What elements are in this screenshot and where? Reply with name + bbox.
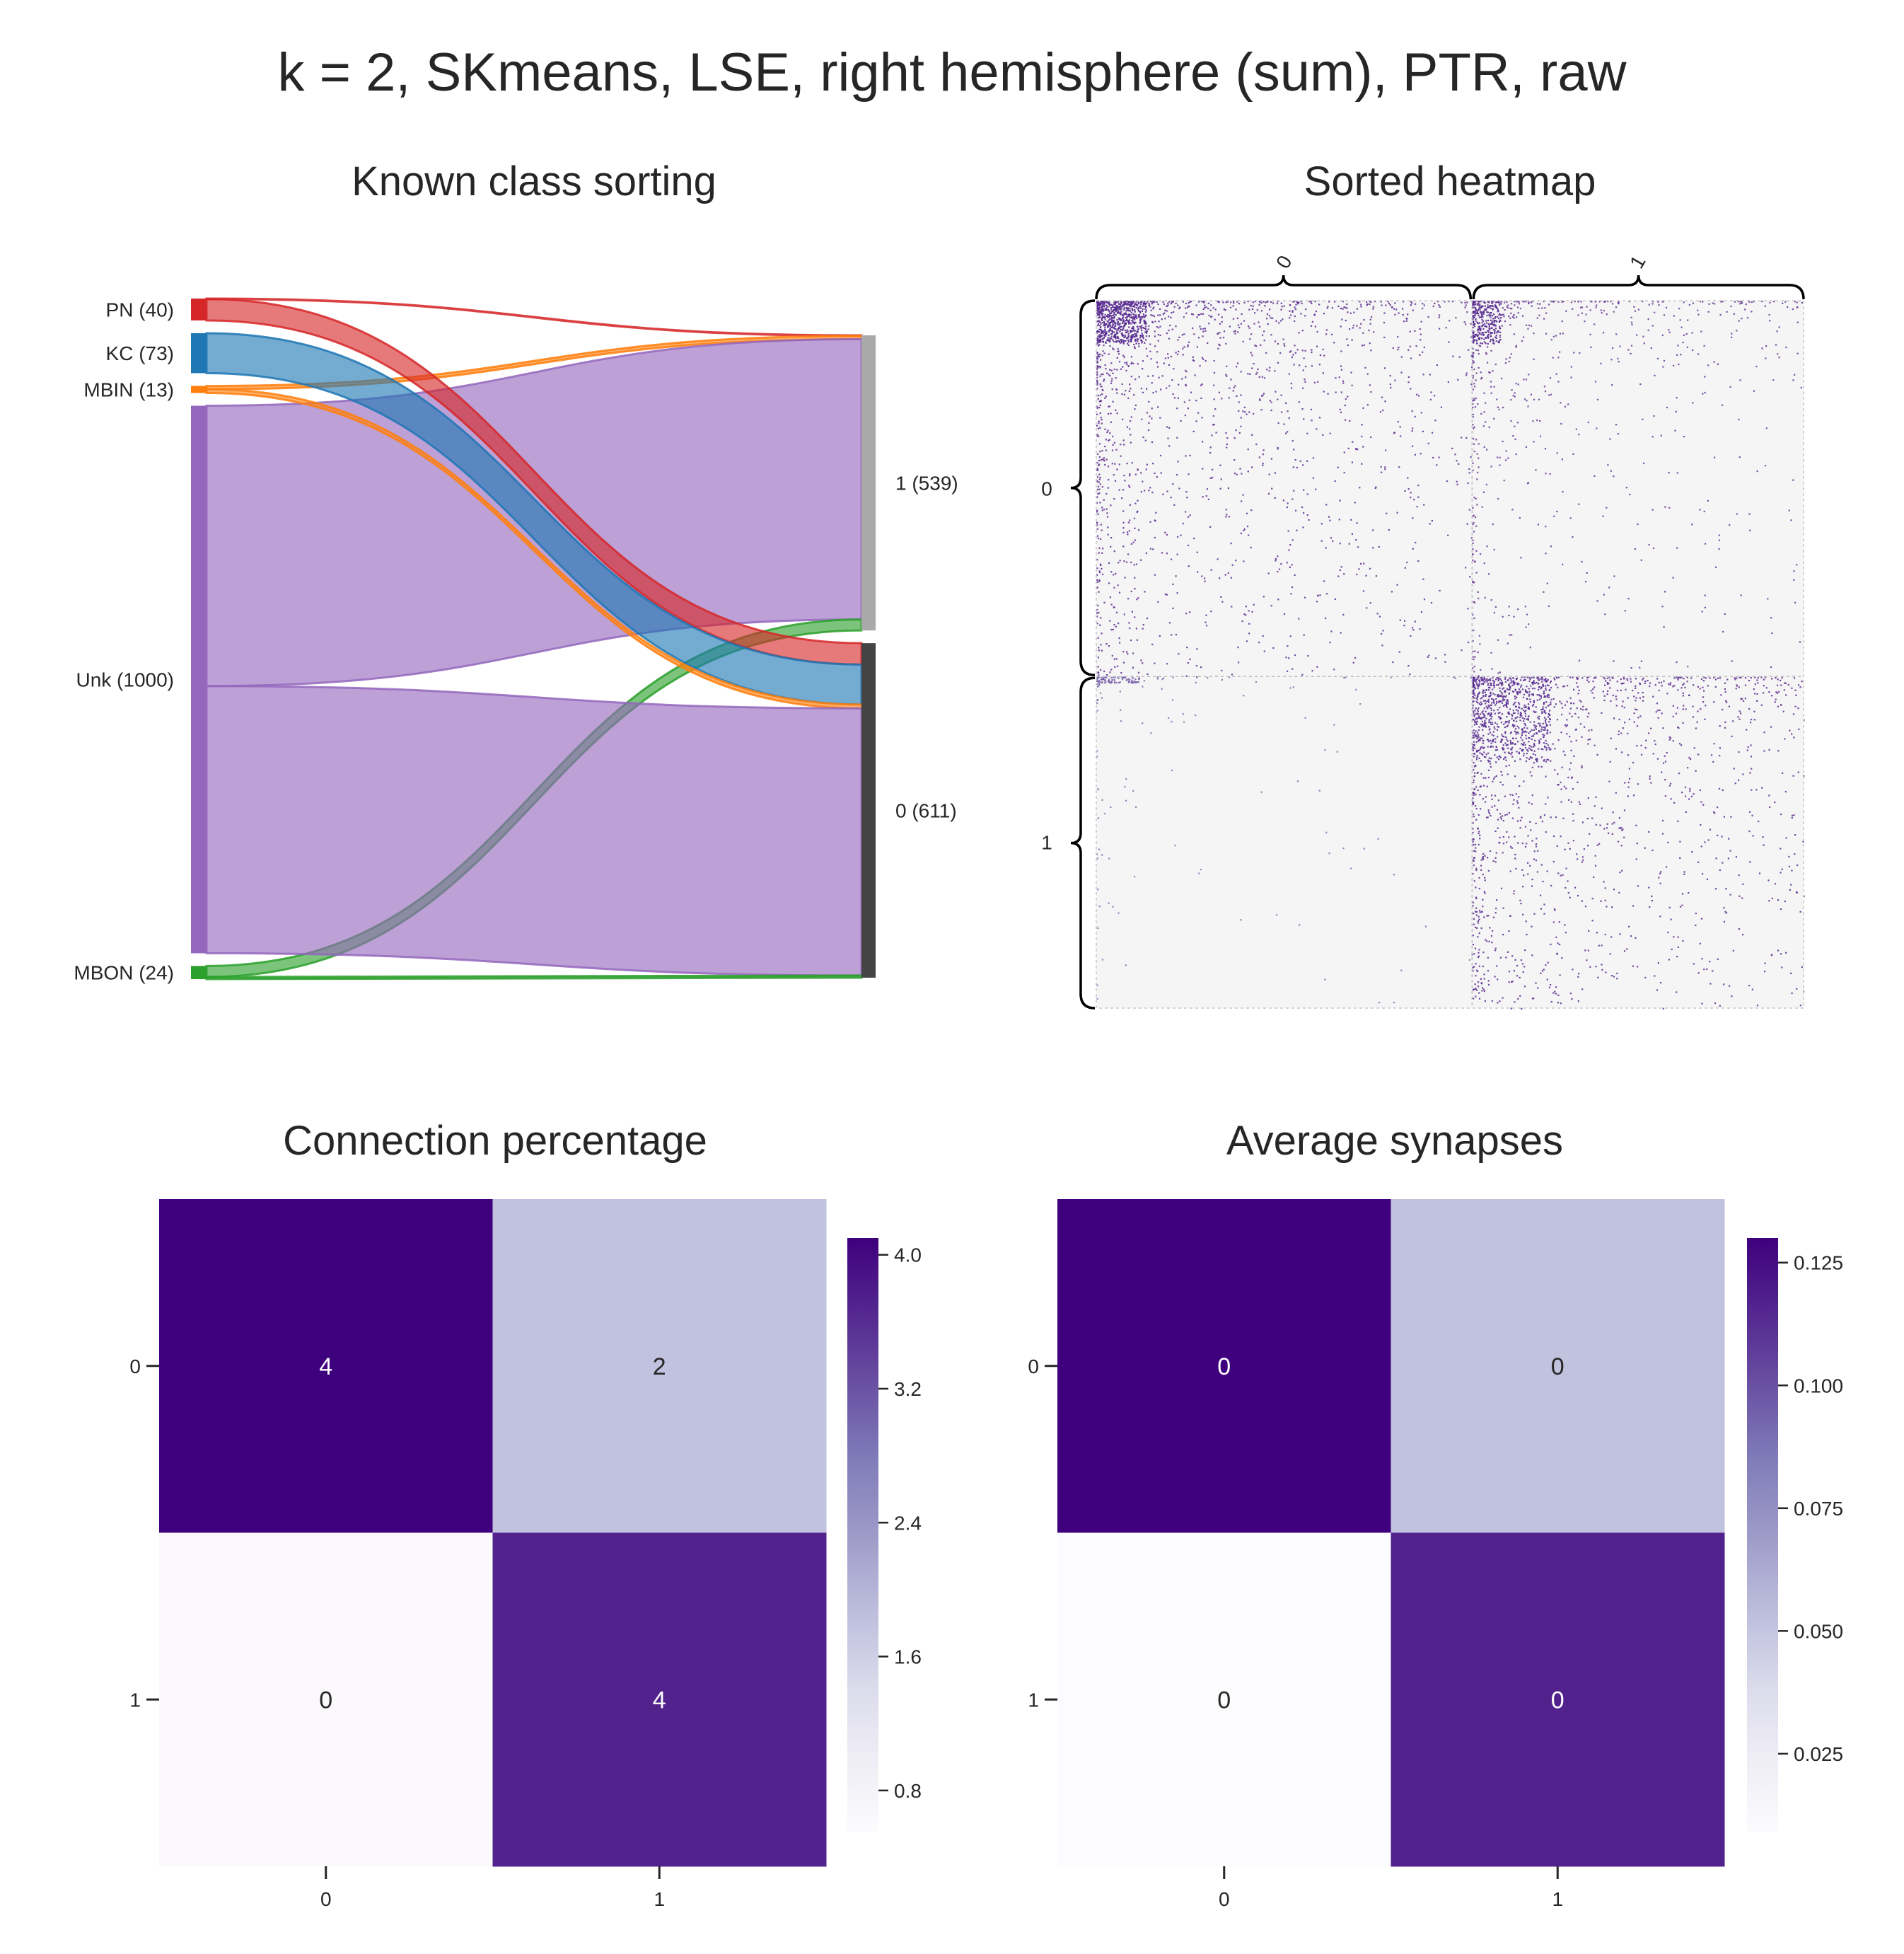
col-brace-0: [1095, 274, 1473, 300]
syn-colorbar: [1747, 1238, 1778, 1832]
conn-annotation-1-1: 4: [653, 1687, 666, 1713]
syn-xticklabel-0: 0: [1219, 1888, 1230, 1910]
syn-colorbar-ticklabel-3: 0.100: [1794, 1375, 1843, 1397]
heatmap-title: Sorted heatmap: [1304, 158, 1596, 204]
conn-annotation-0-0: 4: [319, 1353, 332, 1380]
conn-xticklabel-0: 0: [320, 1888, 332, 1910]
syn-colorbar-ticklabel-1: 0.050: [1794, 1620, 1843, 1642]
target-label-0: 0 (611): [895, 800, 957, 822]
adjacency-entries: [1096, 301, 1805, 1010]
average-synapses-heatmap: 0 0 0 0 0 0 1 1 0.025 0.050 0.075 0.100 0.125: [1028, 1199, 1843, 1910]
source-node-mbin: [191, 386, 207, 393]
source-node-unk: [191, 405, 207, 954]
row-group-label-1: 1: [1041, 832, 1052, 854]
col-brace-1: [1472, 274, 1805, 300]
sankey-title: Known class sorting: [352, 158, 716, 204]
syn-annotation-0-1: 0: [1551, 1353, 1565, 1380]
syn-annotation-1-1: 0: [1551, 1687, 1565, 1713]
source-label-kc: KC (73): [106, 342, 174, 364]
syn-colorbar-ticklabel-4: 0.125: [1794, 1252, 1843, 1274]
source-label-mbon: MBON (24): [74, 962, 174, 984]
sorted-heatmap: 0 1 0 1: [1041, 252, 1805, 1010]
conn-title: Connection percentage: [283, 1118, 707, 1164]
conn-colorbar-ticklabel-4: 4.0: [894, 1244, 922, 1266]
row-brace-0: [1070, 299, 1096, 677]
conn-xticklabel-1: 1: [654, 1888, 665, 1910]
source-node-kc: [191, 333, 207, 374]
syn-yticklabel-0: 0: [1028, 1355, 1039, 1377]
conn-cell-1-0: [159, 1532, 493, 1867]
conn-colorbar-ticklabel-2: 2.4: [894, 1512, 922, 1534]
syn-colorbar-ticklabel-2: 0.075: [1794, 1498, 1843, 1520]
sankey-chart: PN (40) KC (73) MBIN (13) Unk (1000) MBON (2…: [74, 297, 958, 984]
source-node-pn: [191, 299, 207, 320]
conn-colorbar-ticklabel-1: 1.6: [894, 1646, 922, 1668]
adjacency-frame: [1096, 300, 1804, 1009]
syn-cell-1-1: [1391, 1532, 1725, 1867]
source-label-mbin: MBIN (13): [83, 378, 174, 400]
conn-cell-0-1: [492, 1199, 827, 1533]
syn-cell-0-1: [1391, 1199, 1725, 1533]
target-label-1: 1 (539): [895, 473, 958, 495]
target-node-1: [861, 335, 876, 631]
syn-xticklabel-1: 1: [1552, 1888, 1563, 1910]
conn-cell-0-0: [159, 1199, 493, 1533]
col-group-label-1: 1: [1625, 252, 1650, 272]
conn-cell-1-1: [492, 1532, 827, 1867]
syn-cell-1-0: [1057, 1532, 1391, 1867]
syn-title: Average synapses: [1226, 1118, 1564, 1164]
conn-annotation-1-0: 0: [319, 1687, 332, 1713]
target-node-0: [861, 643, 876, 978]
conn-annotation-0-1: 2: [653, 1353, 666, 1380]
conn-yticklabel-1: 1: [129, 1689, 141, 1711]
syn-colorbar-ticklabel-0: 0.025: [1794, 1743, 1843, 1765]
conn-colorbar-ticklabel-0: 0.8: [894, 1780, 922, 1802]
adjacency-background: [1096, 301, 1804, 1008]
conn-yticklabel-0: 0: [129, 1355, 141, 1377]
syn-yticklabel-1: 1: [1028, 1689, 1039, 1711]
syn-cell-0-0: [1057, 1199, 1391, 1533]
conn-colorbar: [847, 1238, 878, 1832]
row-brace-1: [1070, 676, 1096, 1010]
row-group-label-0: 0: [1041, 478, 1052, 500]
source-node-mbon: [191, 966, 207, 979]
figure-title: k = 2, SKmeans, LSE, right hemisphere (s…: [277, 42, 1627, 103]
source-label-pn: PN (40): [106, 299, 174, 320]
source-label-unk: Unk (1000): [76, 669, 174, 690]
connection-percentage-heatmap: 4 2 0 4 0 0 1 1 0.8 1.6 2.4 3.2 4.0: [129, 1199, 922, 1910]
syn-annotation-1-0: 0: [1217, 1687, 1231, 1713]
flow-mbon-to-0: [205, 974, 863, 981]
sankey-flows: [205, 297, 863, 981]
conn-colorbar-ticklabel-3: 3.2: [894, 1378, 922, 1400]
col-group-label-0: 0: [1272, 252, 1296, 272]
syn-annotation-0-0: 0: [1217, 1353, 1231, 1380]
flow-unk-to-0: [205, 685, 863, 977]
